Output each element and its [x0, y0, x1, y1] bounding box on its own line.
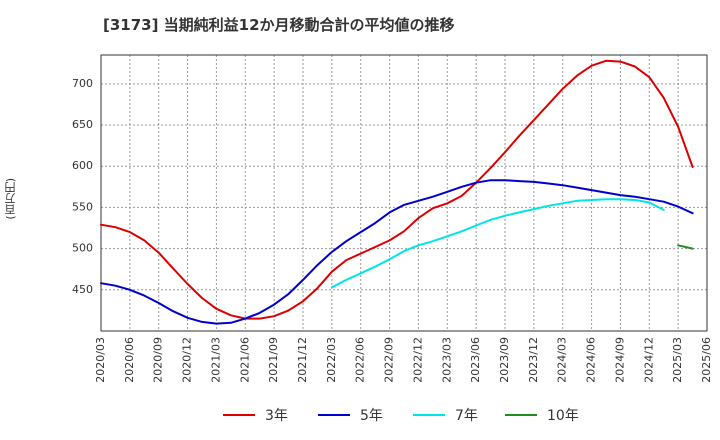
legend-label: 3年	[265, 408, 288, 424]
y-tick-label: 700	[72, 77, 93, 90]
x-tick-label: 2022/12	[411, 337, 424, 383]
x-tick-labels: 2020/03 2020/06 2020/09 2020/12 2021/03 2021/…	[94, 337, 713, 383]
legend-swatch	[223, 414, 255, 416]
legend-swatch	[505, 414, 537, 416]
x-tick-label: 2022/03	[325, 337, 338, 383]
x-tick-label: 2024/03	[556, 337, 569, 383]
series-lines	[100, 59, 694, 325]
x-tick-label: 2020/09	[152, 337, 165, 383]
y-tick-label: 650	[72, 118, 93, 131]
series-line-3年	[100, 59, 694, 320]
x-tick-label: 2021/06	[238, 337, 251, 383]
legend-item: 5年	[318, 403, 383, 427]
series-line-5年	[100, 179, 694, 325]
legend-label: 10年	[547, 408, 579, 424]
x-tick-label: 2025/03	[671, 337, 684, 383]
x-tick-label: 2020/03	[94, 337, 107, 383]
legend-swatch	[318, 414, 350, 416]
legend-item: 7年	[413, 403, 478, 427]
chart-legend: 3年 5年 7年 10年	[0, 403, 720, 427]
grid-lines	[101, 55, 707, 331]
legend-label: 5年	[360, 408, 383, 424]
x-tick-label: 2024/12	[642, 337, 655, 383]
y-tick-labels: 450 500 550 600 650 700	[72, 77, 93, 296]
x-tick-label: 2021/12	[296, 337, 309, 383]
y-tick-label: 450	[72, 283, 93, 296]
plot-area-frame	[100, 54, 708, 332]
series-line-10年	[677, 244, 694, 250]
y-tick-label: 550	[72, 200, 93, 213]
x-tick-label: 2022/06	[354, 337, 367, 383]
x-tick-label: 2020/06	[123, 337, 136, 383]
y-tick-label: 600	[72, 159, 93, 172]
x-tick-label: 2023/12	[527, 337, 540, 383]
chart-title: [3173] 当期純利益12か月移動合計の平均値の推移	[103, 16, 455, 34]
x-tick-label: 2021/09	[267, 337, 280, 383]
legend-swatch	[413, 414, 445, 416]
legend-item: 10年	[505, 403, 579, 427]
x-tick-label: 2022/09	[383, 337, 396, 383]
series-line-7年	[330, 198, 665, 289]
x-tick-label: 2020/12	[181, 337, 194, 383]
x-tick-label: 2021/03	[209, 337, 222, 383]
x-tick-label: 2023/03	[440, 337, 453, 383]
y-tick-label: 500	[72, 242, 93, 255]
legend-item: 3年	[223, 403, 288, 427]
x-tick-label: 2025/06	[700, 337, 713, 383]
x-tick-label: 2024/09	[613, 337, 626, 383]
legend-label: 7年	[455, 408, 478, 424]
x-tick-label: 2023/09	[498, 337, 511, 383]
x-tick-label: 2024/06	[585, 337, 598, 383]
x-tick-label: 2023/06	[469, 337, 482, 383]
